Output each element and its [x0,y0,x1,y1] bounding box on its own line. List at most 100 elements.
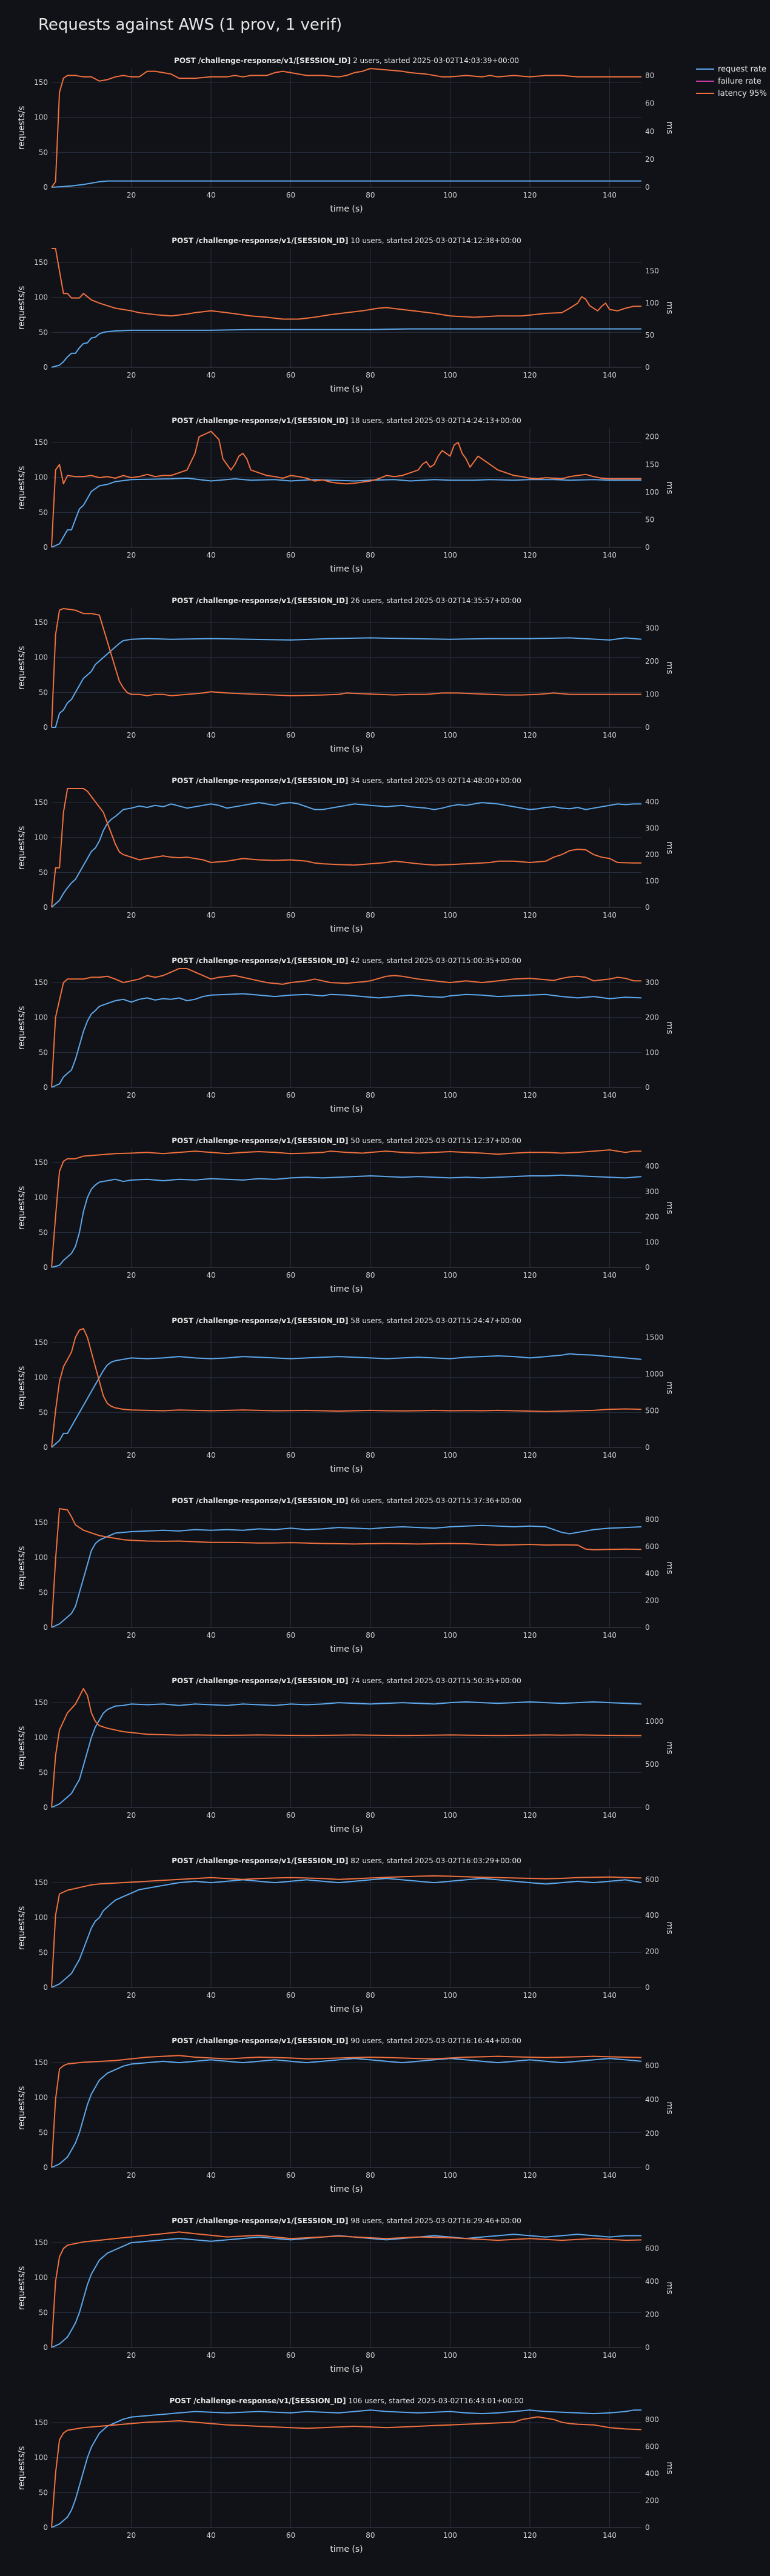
chart-panel-7: 20 40 60 80 100 120 140 0 50 100 150 0 100 200 300 400 P… [17,1136,674,1294]
chart-panel-10: 20 40 60 80 100 120 140 0 50 100 150 0 500 1000 POST /… [17,1677,674,1834]
y-axis-label: requests/s [17,1546,27,1590]
y2-tick-label: 800 [645,2415,659,2424]
y2-tick-label: 0 [645,1083,650,1092]
y-tick-label: 100 [34,833,48,842]
y-tick-label: 100 [34,293,48,302]
x-tick-label: 120 [523,1271,537,1280]
series-line-request-rate [51,1524,642,1628]
chart-title-details: 34 users, started 2025-03-02T14:48:00+00… [348,776,521,785]
y-tick-label: 50 [39,2488,48,2497]
y2-tick-label: 50 [645,331,654,339]
y2-tick-label: 100 [645,488,659,496]
x-tick-label: 60 [286,1991,295,2000]
chart-title-endpoint: POST /challenge-response/v1/[SESSION_ID] [172,1857,348,1866]
series-line-latency-95- [51,608,641,728]
y-axis-label: requests/s [17,466,27,510]
plot-area [52,1689,641,1807]
y-axis-label: requests/s [17,1006,27,1050]
chart-title-endpoint: POST /challenge-response/v1/[SESSION_ID] [172,2037,348,2046]
plot-area [52,68,641,187]
x-tick-label: 40 [206,1631,215,1640]
y2-tick-label: 200 [645,657,659,666]
legend-label-latency-95: latency 95% [718,88,767,98]
y-tick-label: 0 [43,183,48,192]
y-tick-label: 50 [39,328,48,336]
y-tick-label: 50 [39,2128,48,2137]
y2-tick-label: 0 [645,1263,650,1272]
chart-panel-4: 20 40 60 80 100 120 140 0 50 100 150 0 100 200 300 POST… [17,596,674,754]
chart-title-details: 26 users, started 2025-03-02T14:35:57+00… [348,596,521,605]
y2-axis-label: ms [665,1022,674,1035]
x-tick-label: 20 [127,1271,136,1280]
x-tick-label: 100 [443,1631,457,1640]
series-line-latency-95- [51,2231,642,2348]
x-tick-label: 60 [286,731,295,739]
x-axis-label: time (s) [330,924,363,934]
y-tick-label: 100 [34,1733,48,1742]
chart-title-details: 18 users, started 2025-03-02T14:24:13+00… [348,416,521,425]
x-axis-label: time (s) [330,204,363,214]
x-tick-label: 80 [366,1091,375,1099]
series-line-latency-95- [51,1875,642,1988]
plot-area [52,429,641,547]
x-tick-label: 60 [286,1631,295,1640]
x-tick-label: 40 [206,1811,215,1820]
series-line-latency-95- [51,68,641,188]
y2-tick-label: 0 [645,363,650,372]
legend-item-failure-rate[interactable]: failure rate [696,75,767,87]
x-tick-label: 20 [127,551,136,559]
legend-item-request-rate[interactable]: request rate [696,63,767,75]
y-tick-label: 100 [34,1914,48,1922]
x-axis-label: time (s) [330,2184,363,2194]
y-tick-label: 150 [34,618,48,627]
legend-item-latency-95[interactable]: latency 95% [696,87,767,99]
x-tick-label: 140 [603,1991,617,2000]
x-tick-label: 140 [603,1811,617,1820]
y2-tick-label: 50 [645,515,654,524]
y2-tick-label: 100 [645,876,659,885]
chart-title-details: 2 users, started 2025-03-02T14:03:39+00:… [350,56,519,65]
x-tick-label: 40 [206,2531,215,2540]
x-tick-label: 40 [206,2171,215,2180]
x-tick-label: 60 [286,371,295,379]
chart-title: POST /challenge-response/v1/[SESSION_ID]… [172,1316,521,1326]
series-line-request-rate [51,802,641,908]
series-line-request-rate [51,1353,642,1448]
series-line-request-rate [51,1174,642,1268]
chart-title: POST /challenge-response/v1/[SESSION_ID]… [172,1136,521,1146]
x-tick-label: 80 [366,1811,375,1820]
y-axis-label: requests/s [17,1186,27,1230]
y2-tick-label: 200 [645,1213,659,1221]
series-line-latency-95- [51,1508,642,1628]
y2-tick-label: 600 [645,1875,659,1884]
y-tick-label: 100 [34,113,48,122]
x-tick-label: 100 [443,1271,457,1280]
y-tick-label: 150 [34,2238,48,2247]
series-line-request-rate [51,2058,642,2168]
x-tick-label: 80 [366,1451,375,1460]
x-tick-label: 60 [286,911,295,919]
y2-tick-label: 600 [645,2442,659,2451]
y2-tick-label: 0 [645,1983,650,1992]
x-tick-label: 120 [523,2531,537,2540]
x-tick-label: 120 [523,1991,537,2000]
chart-title-details: 98 users, started 2025-03-02T16:29:46+00… [348,2217,521,2225]
x-tick-label: 40 [206,1091,215,1099]
y2-tick-label: 400 [645,1162,659,1170]
legend-swatch-failure-rate [696,81,714,82]
y2-tick-label: 0 [645,2343,650,2352]
y2-tick-label: 20 [645,155,654,164]
x-tick-label: 20 [127,1811,136,1820]
y-tick-label: 0 [43,2343,48,2352]
chart-title: POST /challenge-response/v1/[SESSION_ID]… [172,1857,521,1866]
y-tick-label: 150 [34,978,48,987]
legend-swatch-request-rate [696,68,714,70]
x-tick-label: 20 [127,2351,136,2360]
chart-title-details: 106 users, started 2025-03-02T16:43:01+0… [346,2397,524,2405]
page-title: Requests against AWS (1 prov, 1 verif) [38,16,343,34]
y-tick-label: 100 [34,2454,48,2462]
x-tick-label: 40 [206,1271,215,1280]
chart-title-endpoint: POST /challenge-response/v1/[SESSION_ID] [172,776,348,786]
y2-axis-label: ms [665,842,674,855]
y-axis-label: requests/s [17,2086,27,2131]
